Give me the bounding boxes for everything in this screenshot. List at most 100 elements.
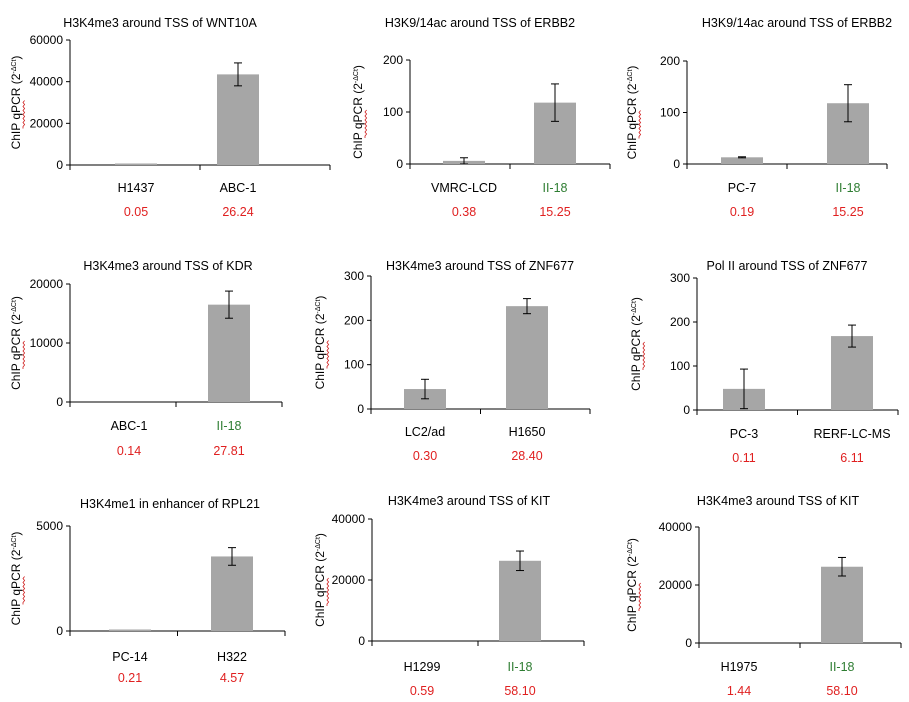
expression-value: 26.24	[222, 205, 253, 219]
y-tick-label: 200	[344, 313, 364, 327]
y-axis-label-main: ChIP qPCR (2	[313, 551, 327, 627]
y-axis-label-close: )	[625, 538, 639, 542]
y-axis-label: ChIP qPCR (2-ΔCt)	[351, 65, 365, 159]
category-label: VMRC-LCD	[431, 181, 497, 195]
bar-2	[821, 566, 863, 643]
category-label: ABC-1	[220, 181, 257, 195]
bar-2	[211, 556, 253, 631]
expression-value: 0.21	[118, 671, 142, 685]
y-axis-label-close: )	[351, 65, 365, 69]
category-label: RERF-LC-MS	[813, 427, 890, 441]
y-tick-label: 40000	[332, 512, 366, 526]
y-tick-label: 200	[670, 315, 690, 329]
y-axis-label: ChIP qPCR (2-ΔCt)	[629, 297, 643, 391]
expression-value: 58.10	[504, 684, 535, 698]
spellcheck-squiggle	[326, 577, 330, 606]
y-axis-label-main: ChIP qPCR (2	[9, 549, 23, 625]
y-axis-label-main: ChIP qPCR (2	[629, 315, 643, 391]
spellcheck-squiggle	[22, 340, 26, 369]
bar-1	[721, 157, 763, 164]
y-tick-label: 0	[357, 402, 364, 416]
category-label: II-18	[507, 660, 532, 674]
chart-panel-2: H3K9/14ac around TSS of ERBB2 ChIP qPCR (…	[351, 16, 611, 219]
y-tick-label: 0	[358, 634, 365, 648]
y-tick-label: 100	[670, 359, 690, 373]
y-tick-label: 300	[670, 271, 690, 285]
chart-title: H3K4me3 around TSS of KDR	[83, 259, 252, 273]
chart-title: H3K4me3 around TSS of WNT10A	[63, 16, 257, 30]
expression-value: 15.25	[539, 205, 570, 219]
y-tick-label: 0	[56, 158, 63, 172]
bar-2	[217, 74, 259, 165]
y-tick-label: 20000	[30, 116, 64, 130]
expression-value: 4.57	[220, 671, 244, 685]
spellcheck-squiggle	[638, 582, 642, 611]
category-label: II-18	[829, 660, 854, 674]
category-label: H1437	[118, 181, 155, 195]
y-axis-label-main: ChIP qPCR (2	[351, 83, 365, 159]
y-axis-label-main: ChIP qPCR (2	[625, 83, 639, 159]
expression-value: 0.14	[117, 444, 141, 458]
expression-value: 1.44	[727, 684, 751, 698]
y-tick-label: 200	[383, 53, 403, 67]
bar-2	[208, 304, 250, 402]
y-axis-label: ChIP qPCR (2-ΔCt)	[9, 56, 23, 150]
chart-panel-1: H3K4me3 around TSS of WNT10A ChIP qPCR (2…	[9, 16, 331, 219]
y-tick-label: 0	[56, 395, 63, 409]
y-tick-label: 20000	[30, 277, 64, 291]
category-label: H1299	[404, 660, 441, 674]
bar-1	[109, 629, 151, 631]
y-axis-label-main: ChIP qPCR (2	[9, 73, 23, 149]
spellcheck-squiggle	[22, 576, 26, 605]
category-label: H1650	[509, 425, 546, 439]
category-label: H322	[217, 650, 247, 664]
chart-title: H3K4me3 around TSS of ZNF677	[386, 259, 574, 273]
spellcheck-squiggle	[326, 340, 330, 369]
expression-value: 0.30	[413, 449, 437, 463]
bar-2	[506, 306, 548, 409]
y-tick-label: 200	[660, 54, 680, 68]
category-label: II-18	[216, 419, 241, 433]
y-tick-label: 100	[344, 358, 364, 372]
y-axis-label-close: )	[313, 296, 327, 300]
expression-value: 15.25	[832, 205, 863, 219]
y-axis-label-exponent: -ΔCt	[315, 300, 322, 314]
bar-2	[499, 560, 541, 641]
expression-value: 28.40	[511, 449, 542, 463]
chart-panel-4: H3K4me3 around TSS of KDR ChIP qPCR (2-ΔC…	[9, 259, 283, 458]
y-axis-label-exponent: -ΔCt	[11, 60, 18, 74]
y-axis-label-close: )	[9, 532, 23, 536]
expression-value: 27.81	[213, 444, 244, 458]
y-tick-label: 0	[683, 403, 690, 417]
chart-title: H3K9/14ac around TSS of ERBB2	[385, 16, 575, 30]
expression-value: 0.38	[452, 205, 476, 219]
y-tick-label: 10000	[30, 336, 64, 350]
chart-title: H3K4me3 around TSS of KIT	[388, 494, 551, 508]
y-tick-label: 20000	[332, 573, 366, 587]
category-label: H1975	[721, 660, 758, 674]
y-axis-label-main: ChIP qPCR (2	[313, 313, 327, 389]
category-label: II-18	[542, 181, 567, 195]
y-axis-label: ChIP qPCR (2-ΔCt)	[625, 538, 639, 632]
y-tick-label: 0	[673, 157, 680, 171]
chart-panel-6: Pol II around TSS of ZNF677 ChIP qPCR (2-…	[629, 259, 899, 465]
expression-value: 0.59	[410, 684, 434, 698]
category-label: ABC-1	[111, 419, 148, 433]
y-axis-label-exponent: -ΔCt	[627, 70, 634, 84]
chart-panel-5: H3K4me3 around TSS of ZNF677 ChIP qPCR (2…	[313, 259, 591, 463]
category-label: PC-3	[730, 427, 759, 441]
expression-value: 0.19	[730, 205, 754, 219]
expression-value: 6.11	[840, 451, 863, 465]
chart-panel-8: H3K4me3 around TSS of KIT ChIP qPCR (2-ΔC…	[313, 494, 585, 698]
y-tick-label: 40000	[30, 75, 64, 89]
spellcheck-squiggle	[642, 341, 646, 370]
y-axis-label: ChIP qPCR (2-ΔCt)	[313, 533, 327, 627]
chart-title: H3K4me3 around TSS of KIT	[697, 494, 860, 508]
category-label: II-18	[835, 181, 860, 195]
y-axis-label-main: ChIP qPCR (2	[9, 314, 23, 390]
chart-panel-3: H3K9/14ac around TSS of ERBB2 ChIP qPCR (…	[625, 16, 892, 219]
y-tick-label: 5000	[36, 519, 63, 533]
y-axis-label-exponent: -ΔCt	[11, 536, 18, 550]
y-tick-label: 100	[383, 105, 403, 119]
